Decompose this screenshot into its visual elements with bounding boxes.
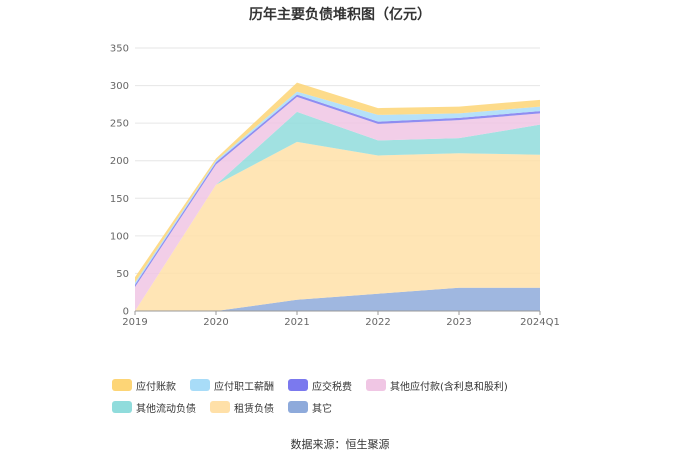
y-tick-label: 350 <box>110 44 129 55</box>
x-tick-label: 2022 <box>365 317 390 328</box>
y-tick-label: 0 <box>123 307 129 318</box>
area-series <box>135 82 540 311</box>
legend-item[interactable]: 其他流动负债 <box>112 400 196 415</box>
y-tick-label: 250 <box>110 119 129 130</box>
x-tick-label: 2023 <box>446 317 471 328</box>
area-series-应付职工薪酬 <box>135 91 540 285</box>
legend-label: 租赁负债 <box>234 403 274 415</box>
area-series-其他应付款(含利息和股利) <box>135 96 540 311</box>
chart-plot: 0 50 100 150 200 250 300 350 2019 2020 2021 2022 202… <box>110 44 560 329</box>
x-tick-label: 2024Q1 <box>520 317 560 328</box>
y-tick-label: 200 <box>110 156 129 167</box>
chart-title: 历年主要负债堆积图（亿元） <box>249 7 431 23</box>
legend-swatch <box>288 401 308 413</box>
legend-item[interactable]: 应付职工薪酬 <box>190 378 274 393</box>
x-tick-label: 2021 <box>284 317 309 328</box>
y-tick-label: 150 <box>110 194 129 205</box>
legend-label: 其它 <box>312 403 332 415</box>
legend-swatch <box>288 379 308 391</box>
legend-item[interactable]: 其它 <box>288 400 332 415</box>
legend-item[interactable]: 应付账款 <box>112 378 176 393</box>
legend-item[interactable]: 其他应付款(含利息和股利) <box>366 378 508 393</box>
axes: 0 50 100 150 200 250 300 350 2019 2020 2021 2022 202… <box>110 44 560 329</box>
legend-swatch <box>112 401 132 413</box>
legend-label: 应付账款 <box>136 381 176 393</box>
legend-swatch <box>210 401 230 413</box>
legend-swatch <box>190 379 210 391</box>
area-series-其它 <box>135 287 540 311</box>
data-source: 数据来源：恒生聚源 <box>290 438 390 451</box>
y-tick-label: 50 <box>116 269 129 280</box>
x-tick-label: 2020 <box>203 317 228 328</box>
chart-legend: 应付账款 应付职工薪酬 应交税费 其他应付款(含利息和股利) 其他流动负债 租赁负债 其它 <box>112 378 612 422</box>
y-tick-label: 100 <box>110 231 129 242</box>
legend-label: 应付职工薪酬 <box>214 381 274 393</box>
area-series-租赁负债 <box>135 141 540 311</box>
legend-label: 其他应付款(含利息和股利) <box>390 381 508 393</box>
area-series-其他流动负债 <box>135 111 540 311</box>
legend-label: 其他流动负债 <box>136 403 196 415</box>
legend-item[interactable]: 租赁负债 <box>210 400 274 415</box>
legend-item[interactable]: 应交税费 <box>288 378 352 393</box>
x-tick-label: 2019 <box>122 317 147 328</box>
legend-swatch <box>366 379 386 391</box>
legend-label: 应交税费 <box>312 381 352 393</box>
legend-swatch <box>112 379 132 391</box>
y-tick-label: 300 <box>110 81 129 92</box>
